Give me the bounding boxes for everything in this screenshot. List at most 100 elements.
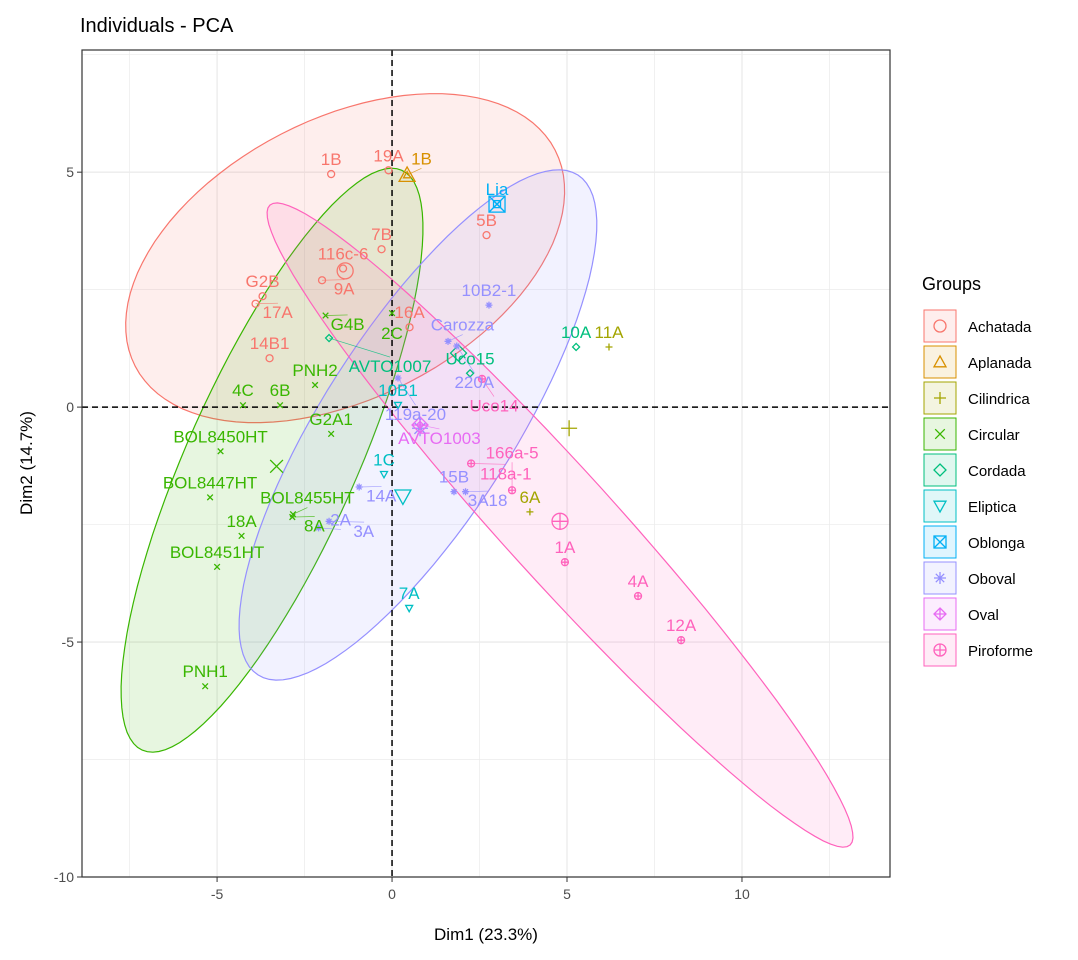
point-label: Lia: [486, 180, 509, 199]
data-point: [258, 292, 267, 301]
legend-item-oval: Oval: [923, 597, 999, 631]
point-label: 10A: [561, 323, 592, 342]
legend-item-oblonga: Oblonga: [923, 525, 1025, 559]
data-point: [338, 264, 348, 273]
legend-title: Groups: [922, 274, 981, 294]
x-tick-label: 0: [388, 886, 396, 902]
point-label: 9A: [334, 280, 355, 299]
y-tick-label: 0: [66, 399, 74, 415]
label-leader-line: [456, 345, 475, 374]
y-tick-label: -10: [54, 869, 74, 885]
data-point: [276, 401, 284, 409]
label-leader-line: [481, 378, 495, 397]
point-label: 19A: [373, 146, 404, 165]
legend-symbol: [934, 392, 946, 404]
point-label: 8A: [304, 516, 325, 535]
label-leader-line: [397, 377, 416, 406]
group-centroid: [449, 344, 468, 362]
legend-symbol: [932, 354, 948, 368]
point-label: Uco15: [446, 349, 495, 368]
label-leader-line: [318, 527, 341, 530]
point-label: 7A: [399, 584, 420, 603]
legend-label: Circular: [968, 427, 1020, 444]
data-point: [206, 494, 214, 501]
legend-item-cordada: Cordada: [923, 453, 1026, 487]
y-axis-label: Dim2 (14.7%): [17, 411, 36, 515]
legend-key: [923, 309, 957, 343]
point-label: 1B: [321, 150, 342, 169]
point-label: 118a-1: [480, 464, 532, 483]
legend-symbol: [934, 428, 946, 440]
point-label: 10B2-1: [462, 281, 517, 300]
data-point: [239, 401, 247, 409]
point-label: PNH2: [292, 361, 337, 380]
legend-item-cilindrica: Cilindrica: [923, 381, 1030, 415]
y-tick-label: 5: [66, 164, 74, 180]
legend-label: Oval: [968, 607, 999, 624]
point-label: 11A: [595, 323, 625, 342]
legend-label: Cilindrica: [968, 391, 1030, 408]
data-point: [324, 333, 334, 343]
data-point: [238, 532, 245, 540]
x-tick-label: 5: [563, 886, 571, 902]
data-point: [327, 430, 335, 438]
group-centroid: [561, 420, 578, 437]
point-label: AVTO1007: [349, 357, 432, 376]
label-leader-line: [471, 463, 506, 465]
group-centroid: [488, 195, 506, 213]
point-label: 5B: [476, 211, 497, 230]
data-point: [482, 230, 491, 240]
legend-item-circular: Circular: [923, 417, 1020, 451]
point-label: 18A: [226, 512, 257, 531]
point-label: 166a-5: [486, 443, 539, 462]
data-point: [327, 169, 336, 179]
point-label: 1A: [555, 538, 576, 557]
point-label: BOL8450HT: [173, 427, 268, 446]
group-centroid: [269, 459, 284, 474]
point-label: 17A: [263, 303, 294, 322]
data-point: [379, 470, 389, 480]
y-tick-label: -5: [62, 634, 75, 650]
label-leader-line: [329, 520, 365, 523]
group-centroid: [411, 416, 429, 434]
group-centroid: [397, 165, 417, 183]
legend-item-achatada: Achatada: [923, 309, 1032, 343]
data-point: [265, 354, 274, 363]
legend-symbol: [934, 572, 946, 584]
data-point: [201, 682, 209, 690]
legend-item-piroforme: Piroforme: [923, 633, 1033, 667]
label-leader-line: [292, 516, 315, 518]
point-label: Uco14: [469, 397, 518, 416]
label-leader-line: [406, 167, 422, 176]
label-leader-line: [359, 486, 382, 488]
point-label: 1B: [411, 149, 432, 168]
point-label: 2A: [330, 510, 351, 529]
label-leader-line: [447, 334, 463, 342]
point-label: BOL8447HT: [163, 473, 258, 492]
label-leader-line: [322, 279, 345, 281]
confidence-ellipse-circular: [120, 167, 424, 753]
point-label: 12A: [666, 616, 697, 635]
point-label: 3A18: [468, 491, 508, 510]
group-centroid: [551, 512, 569, 530]
point-label: 16A: [394, 303, 425, 322]
data-point: [377, 245, 386, 254]
data-point: [402, 170, 412, 179]
data-point: [453, 342, 461, 350]
label-leader-line: [255, 302, 278, 305]
leader-lines: [255, 167, 513, 530]
point-label: 2C: [381, 324, 403, 343]
group-centroid: [393, 489, 412, 506]
x-tick-label: -5: [211, 886, 224, 902]
data-point: [485, 301, 493, 309]
data-point: [388, 309, 396, 317]
label-leader-line: [325, 314, 348, 316]
data-point: [405, 323, 414, 332]
data-point: [325, 517, 333, 525]
point-label: 6B: [270, 381, 291, 400]
legend-label: Cordada: [968, 463, 1026, 480]
point-label: 14B1: [250, 334, 290, 353]
point-label: 220A: [454, 373, 494, 392]
x-axis-label: Dim1 (23.3%): [434, 925, 538, 944]
